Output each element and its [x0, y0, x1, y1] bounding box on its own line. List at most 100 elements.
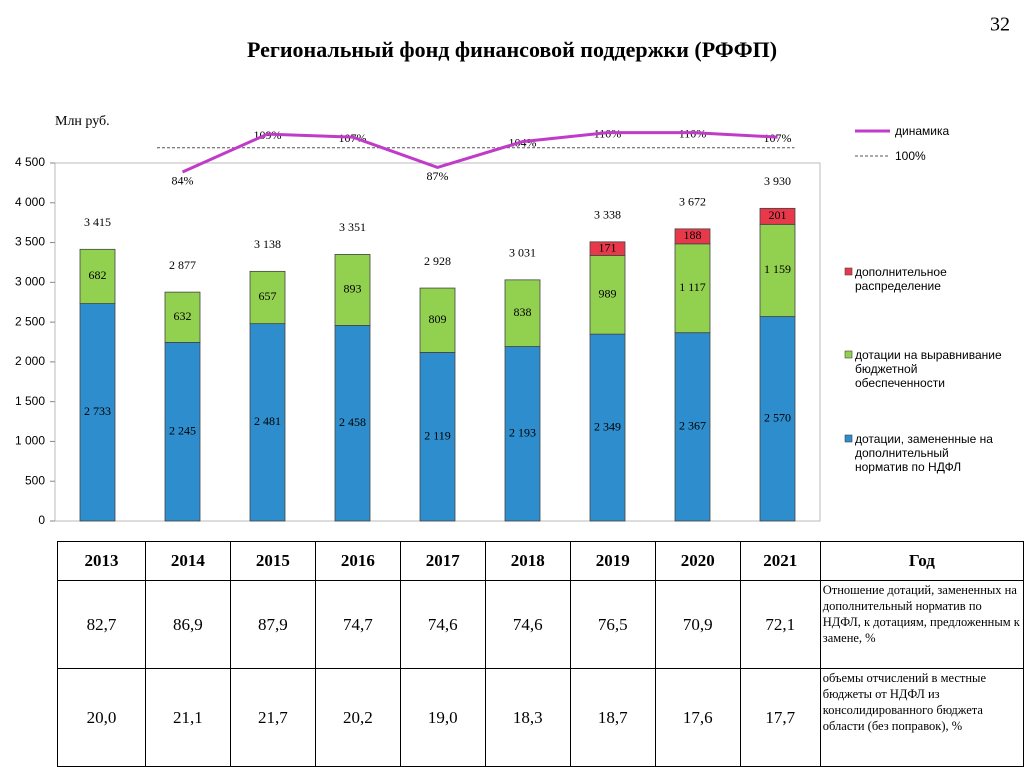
total-label: 2 928: [424, 254, 451, 268]
table-cell: 20,2: [314, 668, 401, 767]
data-label: 809: [429, 312, 447, 326]
table-cell: 76,5: [569, 580, 656, 669]
data-label: 2 349: [594, 419, 621, 433]
table-cell: 82,7: [57, 580, 146, 669]
page-number: 32: [990, 14, 1010, 36]
y-tick-label: 0: [38, 513, 45, 527]
data-label: 2 119: [424, 428, 451, 442]
data-label: 201: [769, 208, 787, 222]
total-label: 3 930: [764, 174, 791, 188]
data-label: 2 458: [339, 415, 366, 429]
table-header-cell: 2021: [739, 541, 821, 581]
bar-segment: [504, 346, 541, 522]
y-tick-label: 4 000: [15, 195, 45, 209]
bar-segment: [504, 279, 541, 347]
table-cell: 18,7: [569, 668, 656, 767]
table-header-cell: Год: [819, 541, 1024, 581]
data-table: 2013 2014 2015 2016 2017 2018 2019 2020 2021 Год 8…: [57, 541, 1024, 767]
table-cell: Отношение дотаций, замененных на дополни…: [819, 580, 1024, 669]
data-label: 2 193: [509, 426, 536, 440]
table-row: 20,0 21,1 21,7 20,2 19,0 18,3 18,7 17,6 17,7 объе…: [57, 668, 1024, 767]
total-label: 3 031: [509, 246, 536, 260]
table-cell: 21,1: [144, 668, 231, 767]
total-label: 3 338: [594, 208, 621, 222]
bar-segment: [674, 228, 711, 245]
legend-label: дотации, замененные на дополнительный но…: [855, 432, 993, 474]
y-tick-label: 2 000: [15, 354, 45, 368]
data-label: 171: [599, 240, 617, 254]
table-cell: 17,6: [654, 668, 741, 767]
table-header-cell: 2016: [314, 541, 401, 581]
y-axis-label: Млн руб.: [55, 114, 110, 129]
bar-segment: [419, 287, 456, 353]
table-cell: 18,3: [484, 668, 571, 767]
data-label: 2 245: [169, 423, 196, 437]
table-cell: 86,9: [144, 580, 231, 669]
table-cell: 17,7: [739, 668, 821, 767]
total-label: 3 415: [84, 215, 111, 229]
table-cell: 19,0: [399, 668, 486, 767]
data-label: 188: [684, 228, 702, 242]
data-label: 2 570: [764, 411, 791, 425]
table-header-cell: 2014: [144, 541, 231, 581]
line: [181, 131, 778, 174]
legend-swatch: [844, 267, 853, 276]
data-label: 632: [174, 309, 192, 323]
legend-swatch: [844, 350, 853, 359]
chart-title: Региональный фонд финансовой поддержки (…: [247, 37, 777, 62]
table-cell: 20,0: [57, 668, 146, 767]
bar-segment: [79, 248, 116, 304]
bar-segment: [674, 243, 711, 334]
legend-swatch: [844, 434, 853, 443]
table-cell: 87,9: [229, 580, 316, 669]
bar-segment: [249, 270, 286, 325]
table-header-cell: 2019: [569, 541, 656, 581]
table-cell: 74,6: [484, 580, 571, 669]
total-label: 2 877: [169, 258, 196, 272]
line-label: 87%: [427, 169, 449, 183]
table-cell: 70,9: [654, 580, 741, 669]
table-header-cell: 2015: [229, 541, 316, 581]
legend-label: дополнительное распределение: [855, 265, 947, 293]
data-label: 1 117: [679, 280, 706, 294]
y-tick-label: 3 500: [15, 235, 45, 249]
total-label: 3 672: [679, 195, 706, 209]
table-header-cell: 2018: [484, 541, 571, 581]
bar-segment: [334, 254, 371, 326]
legend-label: дотации на выравнивание бюджетной обеспе…: [855, 348, 1002, 390]
table-cell: 72,1: [739, 580, 821, 669]
table-row: 82,7 86,9 87,9 74,7 74,6 74,6 76,5 70,9 72,1 Отно…: [57, 580, 1024, 669]
legend-label: 100%: [895, 149, 926, 163]
y-tick-label: 1 500: [15, 394, 45, 408]
bar-segment: [674, 332, 711, 522]
bar-segment: [334, 325, 371, 522]
data-label: 657: [259, 289, 277, 303]
line-label: 84%: [172, 174, 194, 188]
y-tick-label: 2 500: [15, 314, 45, 328]
line-label: 107%: [764, 131, 792, 145]
data-label: 2 733: [84, 404, 111, 418]
data-label: 838: [514, 305, 532, 319]
bar-segment: [79, 303, 116, 522]
data-label: 2 481: [254, 414, 281, 428]
y-tick-label: 3 000: [15, 275, 45, 289]
bar-segment: [759, 207, 796, 225]
table-header-cell: 2020: [654, 541, 741, 581]
data-label: 893: [344, 282, 362, 296]
data-label: 989: [599, 287, 617, 301]
bar-segment: [589, 241, 626, 256]
total-label: 3 351: [339, 220, 366, 234]
bar-segment: [164, 291, 201, 343]
table-cell: 21,7: [229, 668, 316, 767]
bar-segment: [759, 316, 796, 522]
table-cell: 74,7: [314, 580, 401, 669]
bar-segment: [419, 352, 456, 522]
data-label: 1 159: [764, 262, 791, 276]
table-cell: объемы отчислений в местные бюджеты от Н…: [819, 668, 1024, 767]
table-header-cell: 2013: [57, 541, 146, 581]
bar-segment: [589, 333, 626, 522]
table-header-row: 2013 2014 2015 2016 2017 2018 2019 2020 2021 Год: [57, 541, 1024, 581]
total-label: 3 138: [254, 237, 281, 251]
